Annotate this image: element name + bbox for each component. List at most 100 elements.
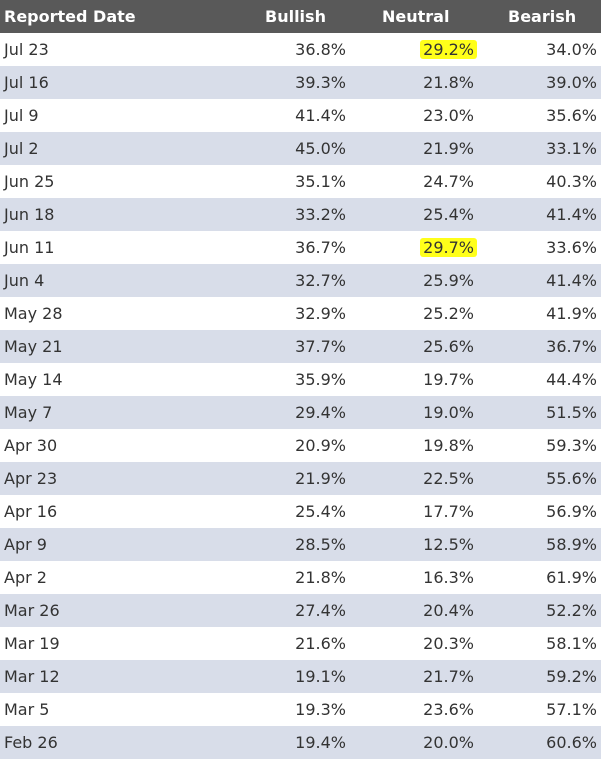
cell-neutral: 29.7% (346, 238, 477, 257)
header-reported-date[interactable]: Reported Date (4, 7, 136, 26)
cell-bearish: 51.5% (546, 403, 597, 422)
table-row: Jul 9 41.4% 23.0% 35.6% (0, 99, 601, 132)
table-row: Mar 5 19.3% 23.6% 57.1% (0, 693, 601, 726)
cell-bullish: 41.4% (295, 106, 346, 125)
cell-bullish: 35.1% (295, 172, 346, 191)
cell-date: Jun 4 (4, 271, 45, 290)
cell-bullish: 45.0% (295, 139, 346, 158)
cell-neutral: 21.9% (423, 139, 474, 158)
highlighted-value: 29.7% (420, 238, 477, 257)
cell-bullish: 20.9% (295, 436, 346, 455)
cell-bullish: 29.4% (295, 403, 346, 422)
cell-date: Jun 25 (4, 172, 55, 191)
cell-neutral: 23.0% (423, 106, 474, 125)
cell-bearish: 57.1% (546, 700, 597, 719)
cell-neutral: 25.6% (423, 337, 474, 356)
cell-date: May 28 (4, 304, 63, 323)
cell-bearish: 61.9% (546, 568, 597, 587)
table-row: Apr 2 21.8% 16.3% 61.9% (0, 561, 601, 594)
table-row: May 7 29.4% 19.0% 51.5% (0, 396, 601, 429)
header-bearish[interactable]: Bearish (508, 7, 577, 26)
table-row: Jul 23 36.8% 29.2% 34.0% (0, 33, 601, 66)
cell-neutral: 20.4% (423, 601, 474, 620)
cell-date: Mar 5 (4, 700, 50, 719)
cell-date: Jul 16 (4, 73, 49, 92)
cell-neutral: 21.8% (423, 73, 474, 92)
cell-bearish: 35.6% (546, 106, 597, 125)
cell-bullish: 33.2% (295, 205, 346, 224)
table-row: Feb 26 19.4% 20.0% 60.6% (0, 726, 601, 759)
cell-bullish: 27.4% (295, 601, 346, 620)
cell-bullish: 37.7% (295, 337, 346, 356)
header-bullish[interactable]: Bullish (265, 7, 326, 26)
table-row: May 14 35.9% 19.7% 44.4% (0, 363, 601, 396)
cell-date: Apr 9 (4, 535, 47, 554)
cell-bearish: 34.0% (546, 40, 597, 59)
cell-neutral: 21.7% (423, 667, 474, 686)
table-row: Jun 25 35.1% 24.7% 40.3% (0, 165, 601, 198)
cell-neutral: 25.9% (423, 271, 474, 290)
table-row: Jul 2 45.0% 21.9% 33.1% (0, 132, 601, 165)
cell-date: Mar 19 (4, 634, 60, 653)
highlighted-value: 29.2% (420, 40, 477, 59)
cell-date: May 21 (4, 337, 63, 356)
cell-date: Apr 30 (4, 436, 58, 455)
cell-bullish: 25.4% (295, 502, 346, 521)
cell-neutral: 17.7% (423, 502, 474, 521)
cell-bearish: 59.2% (546, 667, 597, 686)
cell-bullish: 36.7% (295, 238, 346, 257)
table-row: Jun 11 36.7% 29.7% 33.6% (0, 231, 601, 264)
cell-bullish: 36.8% (295, 40, 346, 59)
table-row: Apr 9 28.5% 12.5% 58.9% (0, 528, 601, 561)
cell-neutral: 29.2% (346, 40, 477, 59)
table-row: Jun 4 32.7% 25.9% 41.4% (0, 264, 601, 297)
table-row: Jun 18 33.2% 25.4% 41.4% (0, 198, 601, 231)
cell-neutral: 19.0% (423, 403, 474, 422)
cell-date: Jul 2 (4, 139, 39, 158)
cell-bearish: 58.1% (546, 634, 597, 653)
cell-bullish: 21.8% (295, 568, 346, 587)
table-row: May 21 37.7% 25.6% 36.7% (0, 330, 601, 363)
cell-bearish: 52.2% (546, 601, 597, 620)
cell-neutral: 23.6% (423, 700, 474, 719)
cell-bearish: 56.9% (546, 502, 597, 521)
cell-bearish: 33.6% (546, 238, 597, 257)
cell-date: Jul 9 (4, 106, 39, 125)
cell-date: May 7 (4, 403, 53, 422)
table-row: Jul 16 39.3% 21.8% 39.0% (0, 66, 601, 99)
cell-neutral: 19.8% (423, 436, 474, 455)
cell-date: Feb 26 (4, 733, 58, 752)
table-row: Apr 23 21.9% 22.5% 55.6% (0, 462, 601, 495)
cell-neutral: 16.3% (423, 568, 474, 587)
table-row: Mar 26 27.4% 20.4% 52.2% (0, 594, 601, 627)
cell-bullish: 19.1% (295, 667, 346, 686)
cell-bullish: 19.4% (295, 733, 346, 752)
cell-neutral: 25.4% (423, 205, 474, 224)
cell-bearish: 60.6% (546, 733, 597, 752)
cell-bullish: 32.7% (295, 271, 346, 290)
table-row: May 28 32.9% 25.2% 41.9% (0, 297, 601, 330)
cell-date: Apr 23 (4, 469, 58, 488)
cell-bullish: 19.3% (295, 700, 346, 719)
table-row: Apr 30 20.9% 19.8% 59.3% (0, 429, 601, 462)
cell-bullish: 21.9% (295, 469, 346, 488)
cell-bullish: 21.6% (295, 634, 346, 653)
cell-neutral: 22.5% (423, 469, 474, 488)
cell-date: Apr 2 (4, 568, 47, 587)
cell-bearish: 40.3% (546, 172, 597, 191)
cell-bullish: 39.3% (295, 73, 346, 92)
cell-neutral: 20.3% (423, 634, 474, 653)
cell-bearish: 39.0% (546, 73, 597, 92)
cell-bullish: 32.9% (295, 304, 346, 323)
table-body: Jul 23 36.8% 29.2% 34.0% Jul 16 39.3% 21.8% 39.… (0, 33, 601, 759)
cell-neutral: 20.0% (423, 733, 474, 752)
table-row: Mar 19 21.6% 20.3% 58.1% (0, 627, 601, 660)
cell-bearish: 41.4% (546, 205, 597, 224)
cell-neutral: 12.5% (423, 535, 474, 554)
table-row: Mar 12 19.1% 21.7% 59.2% (0, 660, 601, 693)
cell-neutral: 19.7% (423, 370, 474, 389)
header-neutral[interactable]: Neutral (382, 7, 450, 26)
cell-date: Mar 26 (4, 601, 60, 620)
table-header: Reported Date Bullish Neutral Bearish (0, 0, 601, 33)
cell-date: Apr 16 (4, 502, 58, 521)
